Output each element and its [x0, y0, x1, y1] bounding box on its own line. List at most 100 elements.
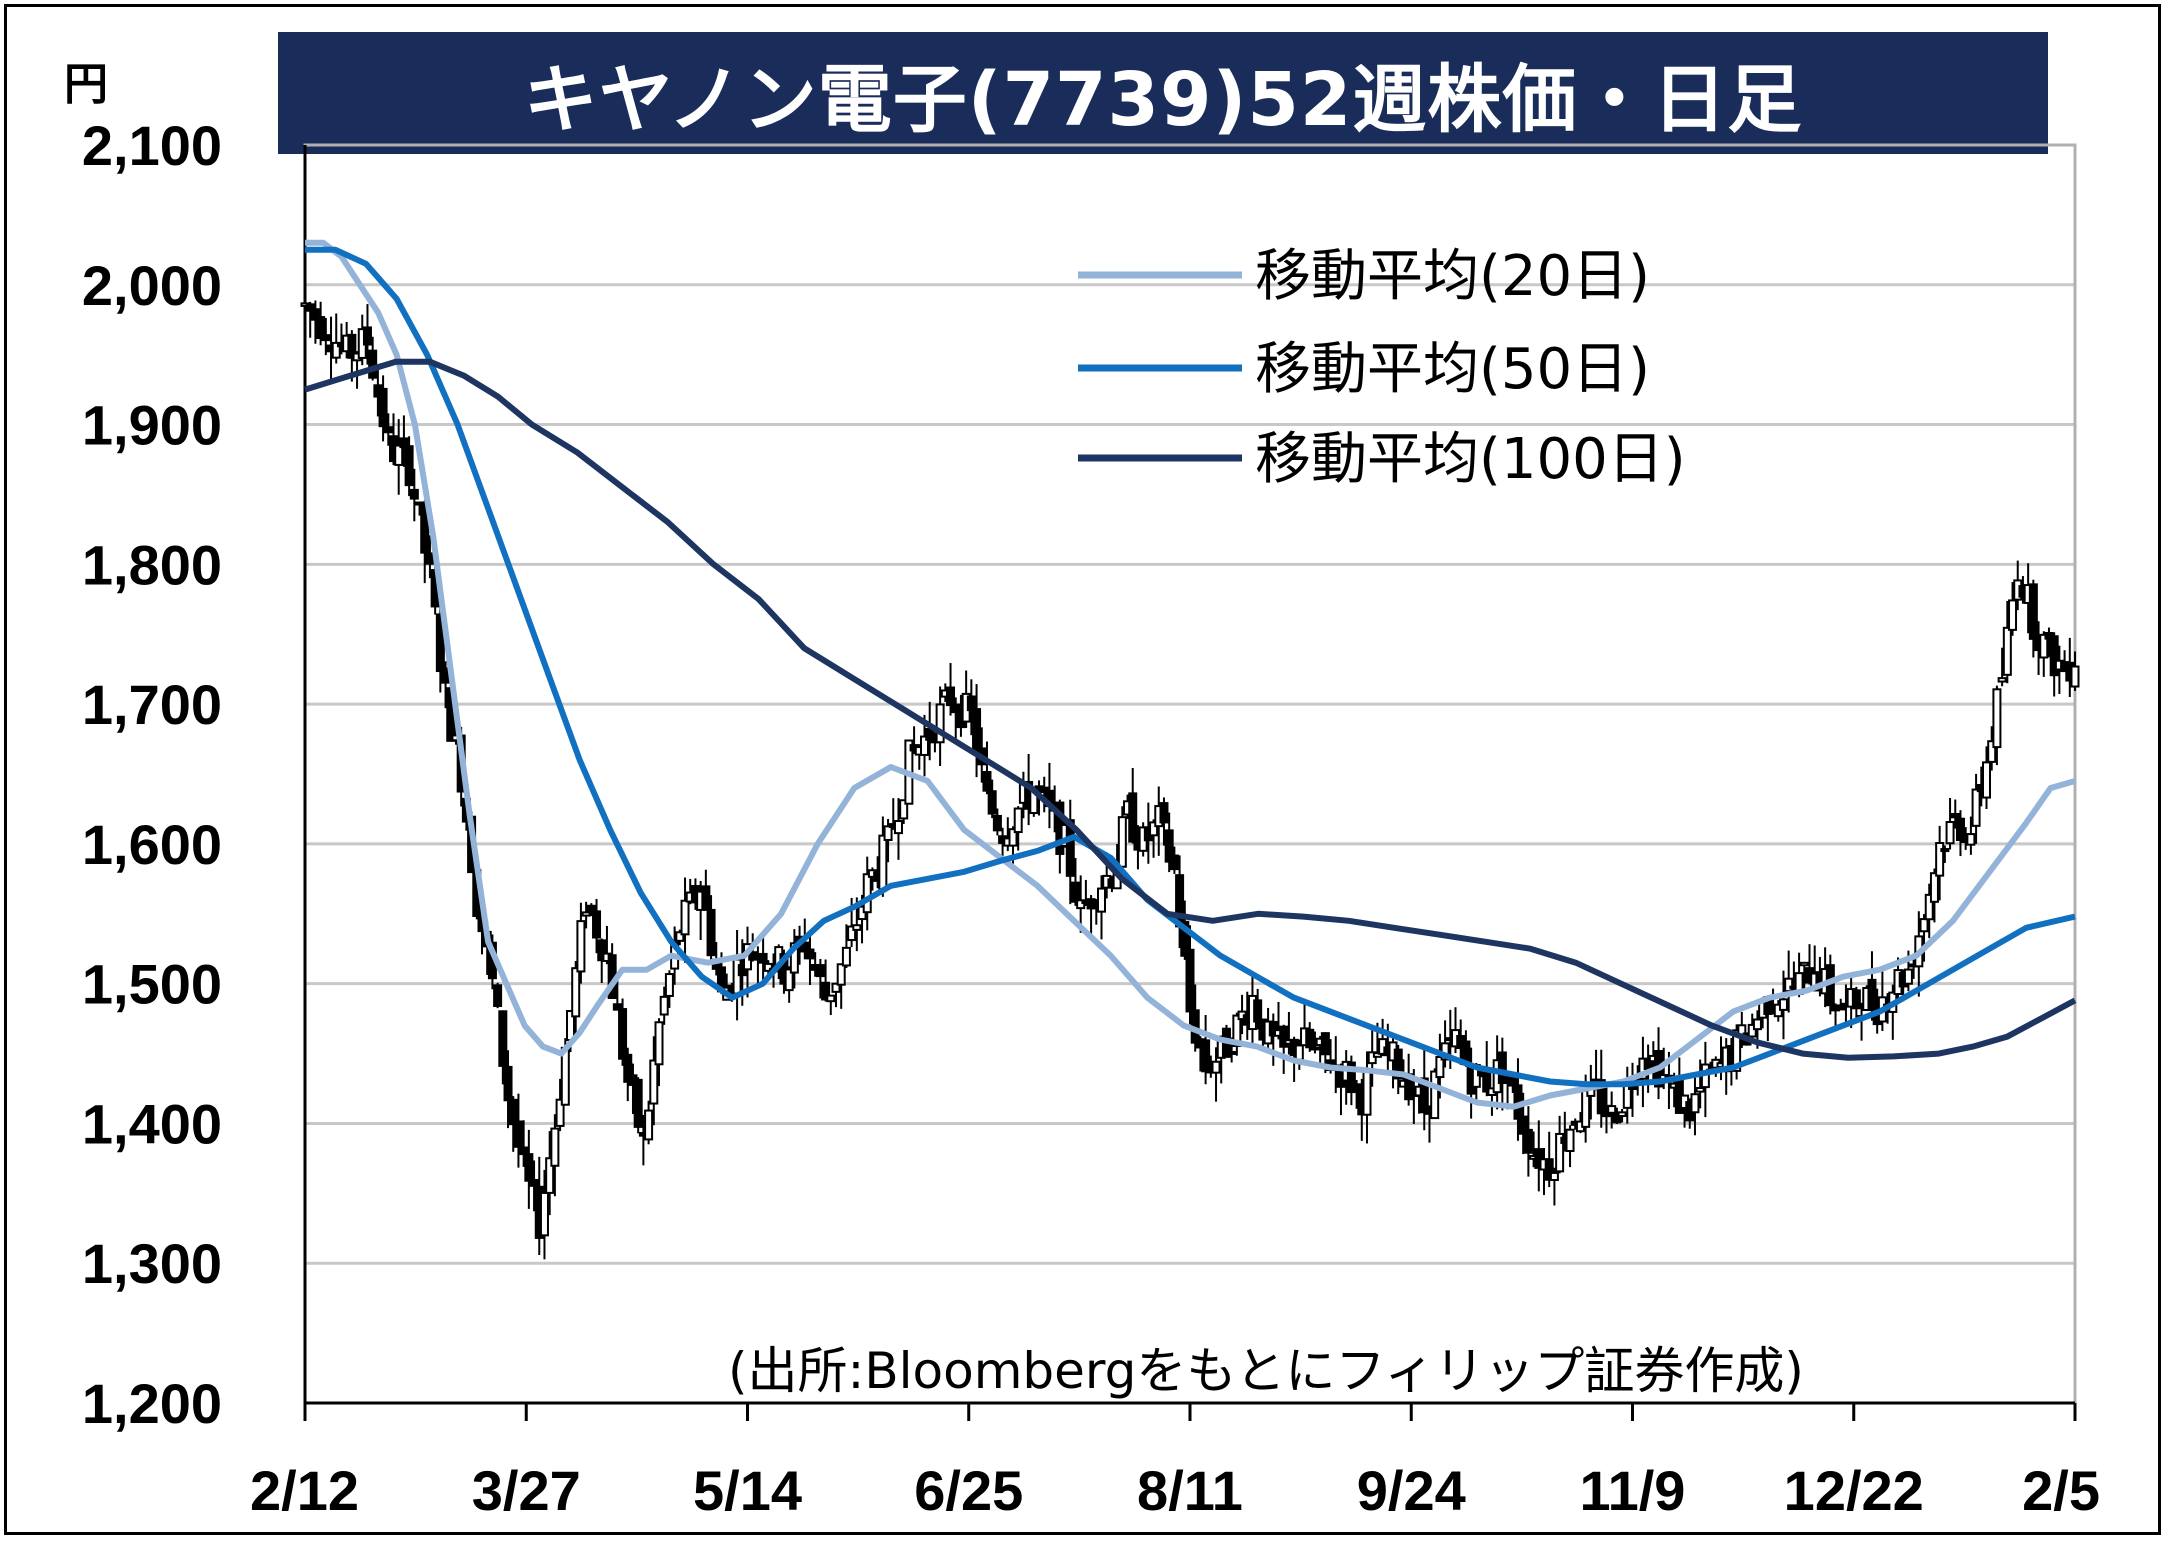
- gridlines: [305, 143, 2075, 1405]
- candle-body: [1929, 872, 1939, 903]
- candle-body: [1919, 918, 1929, 933]
- candle-body: [425, 552, 435, 565]
- candle-body: [305, 303, 315, 312]
- candle-body: [513, 1120, 523, 1148]
- candle-body: [2070, 665, 2080, 688]
- candle-body: [2049, 635, 2059, 677]
- candle-body: [1518, 1115, 1528, 1135]
- candle-body: [409, 488, 419, 500]
- candle-body: [1201, 1039, 1211, 1073]
- candle-body: [1086, 898, 1096, 910]
- candle-body: [878, 834, 888, 891]
- candle-body: [1836, 1005, 1846, 1011]
- candle-body: [1076, 899, 1086, 910]
- candle-body: [1628, 1086, 1637, 1091]
- candle-body: [1320, 1032, 1330, 1056]
- candle-body: [378, 387, 388, 428]
- y-tick-label: 1,900: [82, 394, 222, 457]
- candle-body: [1982, 761, 1991, 799]
- candle-body: [1149, 821, 1159, 837]
- candle-body: [763, 962, 773, 972]
- candle-body: [560, 1046, 570, 1106]
- candle-body: [368, 349, 378, 379]
- candle-body: [1253, 999, 1263, 1023]
- candle-body: [633, 1078, 643, 1128]
- y-axis-unit: 円: [64, 59, 108, 110]
- candle-body: [508, 1098, 518, 1126]
- candle-body: [659, 995, 669, 1016]
- candle-body: [586, 904, 596, 913]
- candle-body: [1372, 1052, 1382, 1058]
- y-axis-ticks: 1,200 1,300 1,400 1,500 1,600 1,700 1,800 1,900…: [82, 114, 222, 1435]
- candle-body: [555, 1098, 565, 1127]
- candle-body: [847, 925, 857, 942]
- candle-body: [1310, 1046, 1320, 1051]
- candle-body: [1997, 677, 2007, 683]
- candle-body: [347, 333, 357, 359]
- candle-body: [1435, 1055, 1445, 1079]
- candle-body: [1992, 688, 2002, 749]
- candle-body: [1523, 1128, 1533, 1154]
- chart-frame: [4, 4, 2161, 1535]
- x-tick-label: 2/5: [2022, 1459, 2100, 1522]
- legend: 移動平均(20日) 移動平均(50日) 移動平均(100日): [1078, 244, 1686, 492]
- ma100-line: [304, 358, 2077, 1061]
- candle-body: [800, 941, 810, 953]
- x-tick-label: 3/27: [472, 1459, 581, 1522]
- x-tick-label: 8/11: [1137, 1459, 1243, 1522]
- candle-body: [935, 703, 945, 744]
- candle-body: [399, 437, 409, 449]
- candle-body: [1945, 821, 1955, 845]
- y-tick-label: 1,700: [82, 673, 222, 736]
- candle-body: [618, 1008, 628, 1060]
- candle-body: [826, 994, 836, 1003]
- plot-border: [303, 143, 2077, 1405]
- plot-area: [303, 143, 2077, 1405]
- y-tick-label: 2,100: [82, 114, 222, 177]
- candle-body: [571, 967, 581, 1018]
- candle-body: [1268, 1020, 1278, 1037]
- candle-body: [1940, 848, 1950, 853]
- legend-label: 移動平均(100日): [1255, 427, 1686, 492]
- candle-body: [1924, 893, 1934, 921]
- candle-body: [1955, 817, 1965, 841]
- candle-body: [1227, 1050, 1237, 1055]
- candle-body: [394, 444, 404, 466]
- y-tick-label: 2,000: [82, 254, 222, 317]
- candle-body: [545, 1157, 555, 1194]
- candle-body: [1393, 1048, 1403, 1080]
- candle-body: [1159, 802, 1169, 824]
- candle-body: [1747, 1023, 1757, 1038]
- candle-body: [1612, 1112, 1622, 1124]
- candle-body: [1419, 1077, 1429, 1114]
- candle-body: [920, 735, 929, 756]
- candle-body: [1232, 1014, 1242, 1047]
- y-tick-label: 1,600: [82, 813, 222, 876]
- x-tick-label: 9/24: [1357, 1459, 1466, 1522]
- candle-body: [1164, 829, 1174, 863]
- legend-label: 移動平均(50日): [1255, 337, 1650, 402]
- candle-body: [310, 308, 320, 321]
- candle-body: [1950, 812, 1960, 819]
- ma20-line: [305, 239, 2076, 1110]
- candle-body: [1430, 1070, 1440, 1120]
- candle-body: [664, 973, 674, 997]
- candle-body: [331, 341, 341, 359]
- candle-body: [862, 873, 872, 914]
- candle-body: [498, 1010, 508, 1067]
- candle-body: [592, 910, 602, 939]
- candle-body: [1497, 1051, 1507, 1084]
- candle-body: [815, 964, 825, 978]
- candle-body: [576, 920, 586, 973]
- candle-body: [1070, 881, 1080, 903]
- candle-body: [503, 1065, 513, 1102]
- candle-body: [758, 952, 768, 964]
- candle-body: [899, 799, 909, 820]
- candle-body: [1695, 1086, 1705, 1093]
- candle-body: [2039, 633, 2049, 659]
- y-tick-label: 1,200: [82, 1372, 222, 1435]
- x-tick-label: 6/25: [914, 1459, 1023, 1522]
- candle-body: [644, 1109, 654, 1141]
- candle-body: [1294, 1044, 1304, 1061]
